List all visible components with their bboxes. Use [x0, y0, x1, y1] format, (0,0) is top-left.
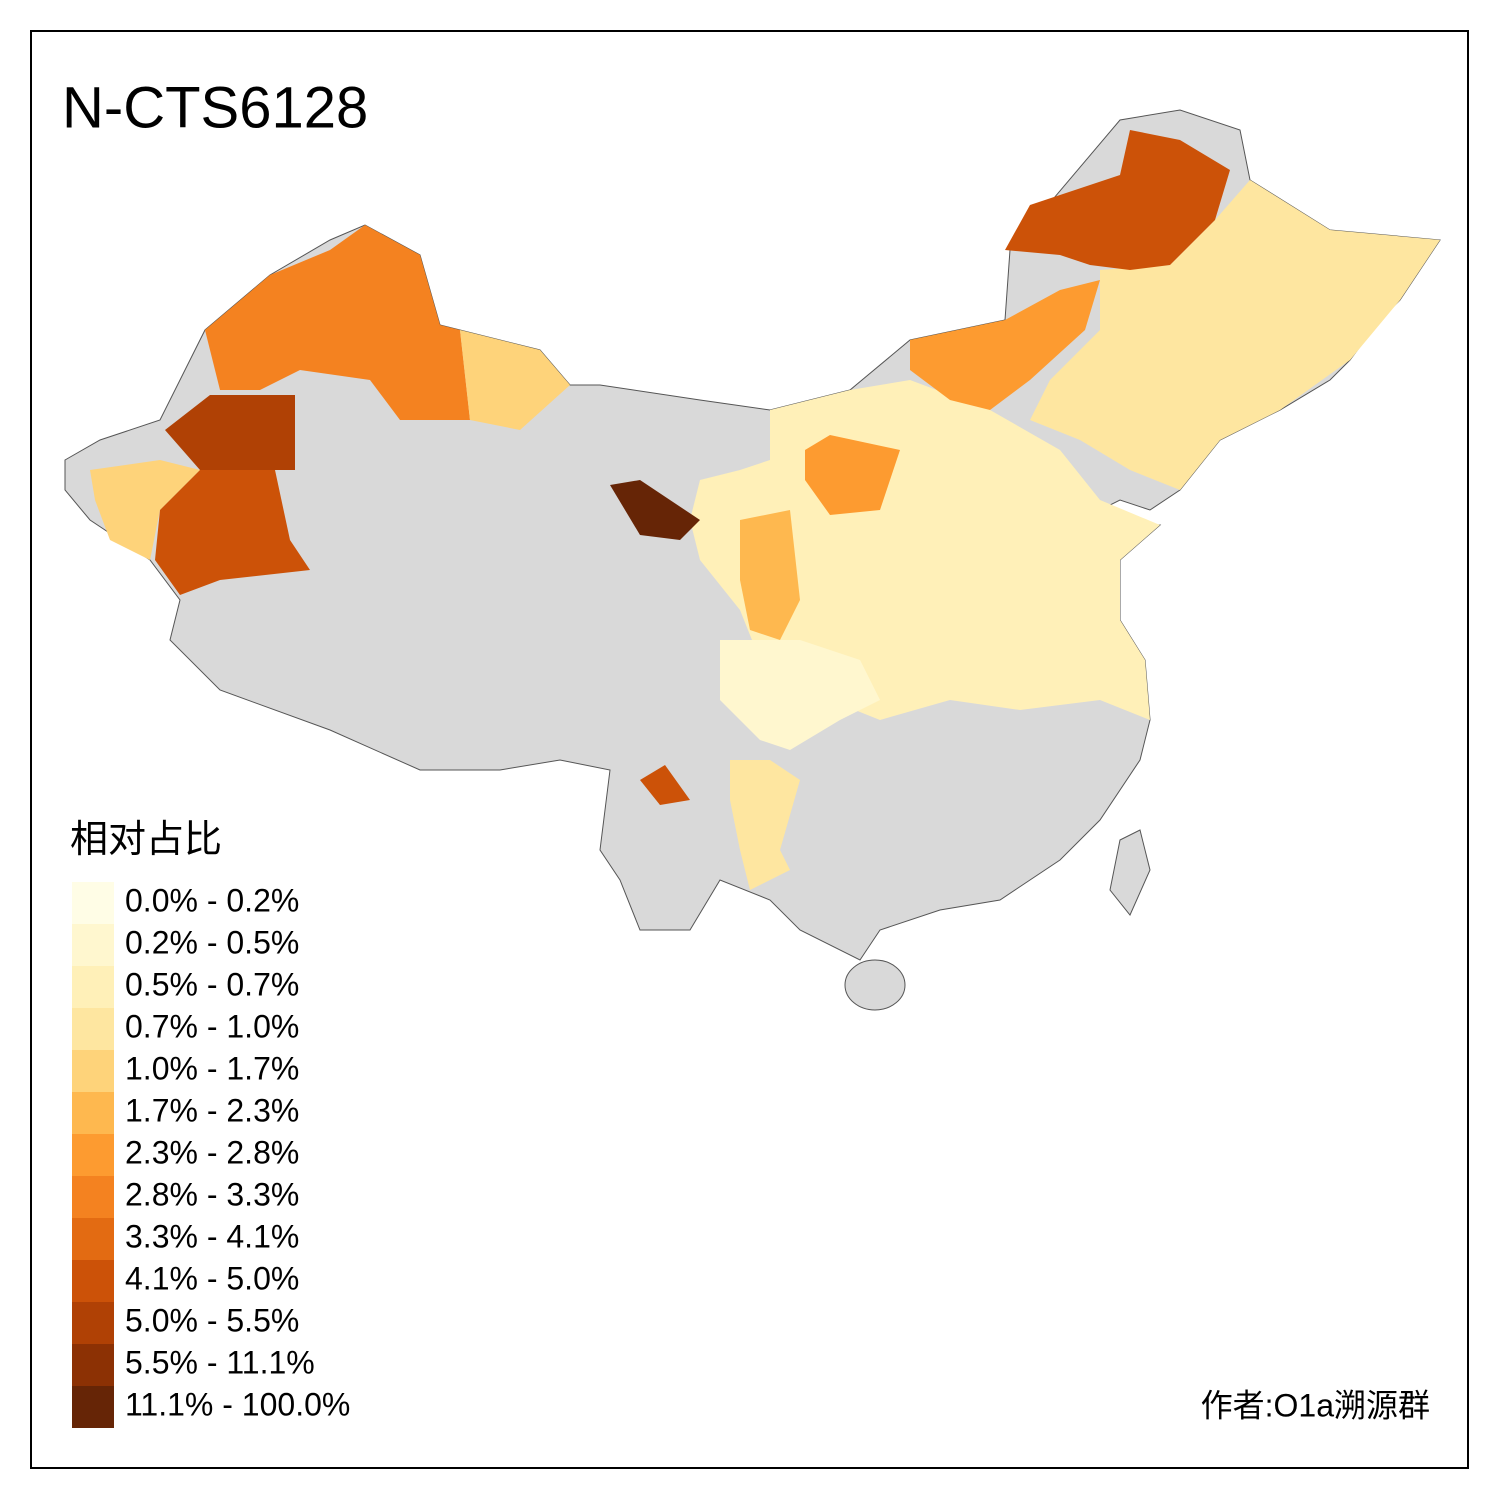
legend-label: 0.0% - 0.2%: [125, 882, 299, 918]
legend-label: 5.0% - 5.5%: [125, 1302, 299, 1338]
legend-title: 相对占比: [70, 819, 222, 861]
legend-label: 2.8% - 3.3%: [125, 1176, 299, 1212]
credit: 作者:O1a溯源群: [1201, 1387, 1430, 1423]
map: [64, 109, 1441, 1011]
region: [155, 470, 310, 595]
legend: 0.0% - 0.2% 0.2% - 0.5% 0.5% - 0.7% 0.7% - …: [72, 882, 350, 1428]
region: [740, 510, 800, 640]
legend-label: 5.5% - 11.1%: [125, 1344, 315, 1380]
legend-swatch: [72, 1218, 114, 1260]
legend-swatch: [72, 1176, 114, 1218]
region: [805, 435, 900, 515]
legend-swatch: [72, 1134, 114, 1176]
legend-label: 0.7% - 1.0%: [125, 1008, 299, 1044]
island: [1109, 829, 1151, 916]
title: N-CTS6128: [62, 75, 368, 140]
legend-swatch: [72, 1302, 114, 1344]
region: [1005, 130, 1230, 270]
legend-swatch: [72, 1008, 114, 1050]
legend-swatch: [72, 1386, 114, 1428]
region: [205, 225, 470, 420]
region: [90, 460, 200, 560]
region: [910, 280, 1100, 410]
island: [844, 959, 906, 1011]
region: [1030, 180, 1440, 490]
legend-swatch: [72, 1050, 114, 1092]
legend-swatch: [72, 924, 114, 966]
region: [720, 640, 880, 750]
region: [460, 330, 570, 430]
legend-swatch: [72, 882, 114, 924]
legend-label: 2.3% - 2.8%: [125, 1134, 299, 1170]
region: [730, 760, 800, 890]
legend-label: 0.5% - 0.7%: [125, 966, 299, 1002]
legend-label: 4.1% - 5.0%: [125, 1260, 299, 1296]
region: [640, 765, 690, 805]
legend-swatch: [72, 966, 114, 1008]
region: [610, 480, 700, 540]
legend-swatch: [72, 1092, 114, 1134]
legend-label: 1.7% - 2.3%: [125, 1092, 299, 1128]
legend-label: 1.0% - 1.7%: [125, 1050, 299, 1086]
legend-swatch: [72, 1344, 114, 1386]
legend-label: 3.3% - 4.1%: [125, 1218, 299, 1254]
legend-swatch: [72, 1260, 114, 1302]
legend-label: 0.2% - 0.5%: [125, 924, 299, 960]
legend-label: 11.1% - 100.0%: [125, 1386, 350, 1422]
region: [165, 395, 295, 470]
